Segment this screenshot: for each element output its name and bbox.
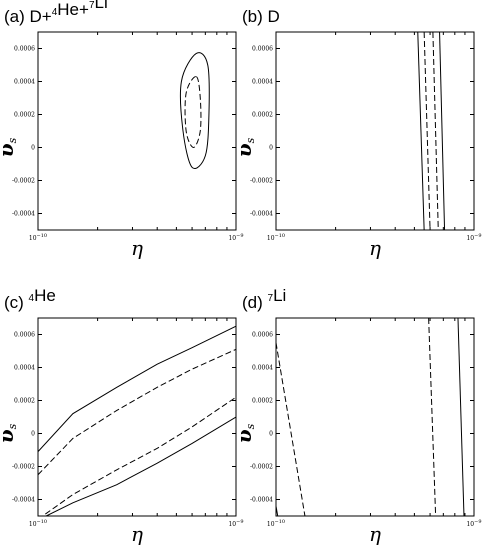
- y-tick-label: -0.0002: [12, 178, 35, 185]
- plot-frame: [275, 317, 475, 517]
- plot-frame: [37, 31, 237, 231]
- x-tick-label: 10−9: [466, 519, 481, 528]
- y-tick-label: -0.0004: [12, 211, 35, 218]
- solid-contour: [457, 318, 465, 516]
- y-axis-title: υs: [0, 137, 19, 157]
- y-tick-label: 0.0006: [14, 46, 35, 53]
- solid-contour: [38, 325, 236, 452]
- dashed-contour: [428, 318, 437, 516]
- solid-contour: [45, 416, 236, 516]
- panel-title: (c) 4He: [4, 286, 56, 312]
- panel-d: (d) 7Li -0.0004 -0.0002 0 0.0002 0.0004 0.0006…: [232, 286, 482, 545]
- panel-c: (c) 4He -0.0004 -0.0002 0 0.0002 0.0004 0.0006…: [0, 286, 244, 545]
- x-axis-title: η: [131, 522, 143, 545]
- plot-frame: [275, 31, 475, 231]
- panel-title: (a) D+4He+7Li: [4, 0, 108, 26]
- dashed-contour: [276, 342, 306, 516]
- y-tick-label: 0.0004: [252, 79, 273, 86]
- y-tick-label: -0.0002: [250, 464, 273, 471]
- solid-contour: [417, 32, 425, 230]
- y-tick-label: -0.0002: [12, 464, 35, 471]
- solid-contour: [179, 52, 210, 169]
- x-tick-label: 10−10: [29, 233, 47, 242]
- series-group: [276, 318, 465, 516]
- y-axis-title: υs: [232, 137, 257, 157]
- series-group: [38, 325, 236, 516]
- x-axis-title: η: [369, 236, 381, 260]
- y-tick-label: -0.0004: [12, 497, 35, 504]
- series-group: [417, 32, 446, 230]
- y-tick-label: 0.0006: [14, 332, 35, 339]
- y-tick-label: 0.0002: [14, 112, 35, 119]
- y-tick-label: -0.0004: [250, 211, 273, 218]
- y-tick-label: -0.0002: [250, 178, 273, 185]
- x-tick-label: 10−9: [228, 519, 243, 528]
- y-tick-label: 0.0004: [252, 365, 273, 372]
- plot-frame: [37, 317, 237, 517]
- y-tick-label: -0.0004: [250, 497, 273, 504]
- x-tick-label: 10−9: [466, 233, 481, 242]
- y-tick-label: 0.0002: [252, 398, 273, 405]
- x-tick-label: 10−10: [267, 519, 285, 528]
- panel-title: (d) 7Li: [242, 286, 286, 312]
- y-tick-label: 0.0004: [14, 365, 35, 372]
- y-tick-label: 0.0004: [14, 79, 35, 86]
- y-tick-label: 0.0006: [252, 332, 273, 339]
- y-tick-label: 0: [31, 431, 35, 438]
- y-tick-label: 0: [31, 145, 35, 152]
- x-axis-title: η: [369, 522, 381, 545]
- x-tick-label: 10−10: [267, 233, 285, 242]
- dashed-contour: [432, 32, 439, 230]
- y-tick-label: 0.0006: [252, 46, 273, 53]
- panel-a: (a) D+4He+7Li -0.0004 -0.0002 0 0.0002 0.0004…: [0, 0, 244, 260]
- x-tick-label: 10−10: [29, 519, 47, 528]
- x-tick-label: 10−9: [228, 233, 243, 242]
- panel-b: (b) D -0.0004 -0.0002 0 0.0002 0.0004 0.0006 10…: [232, 7, 482, 260]
- series-group: [179, 52, 210, 169]
- y-axis-title: υs: [0, 423, 19, 443]
- y-axis-title: υs: [232, 423, 257, 443]
- solid-contour: [439, 32, 446, 230]
- dashed-contour: [184, 76, 202, 149]
- dashed-contour: [41, 396, 236, 516]
- dashed-contour: [38, 348, 236, 476]
- y-tick-label: 0: [269, 431, 273, 438]
- x-axis-title: η: [131, 236, 143, 260]
- dashed-contour: [423, 32, 431, 230]
- panel-title: (b) D: [242, 7, 280, 26]
- y-tick-label: 0.0002: [252, 112, 273, 119]
- y-tick-label: 0: [269, 145, 273, 152]
- y-tick-label: 0.0002: [14, 398, 35, 405]
